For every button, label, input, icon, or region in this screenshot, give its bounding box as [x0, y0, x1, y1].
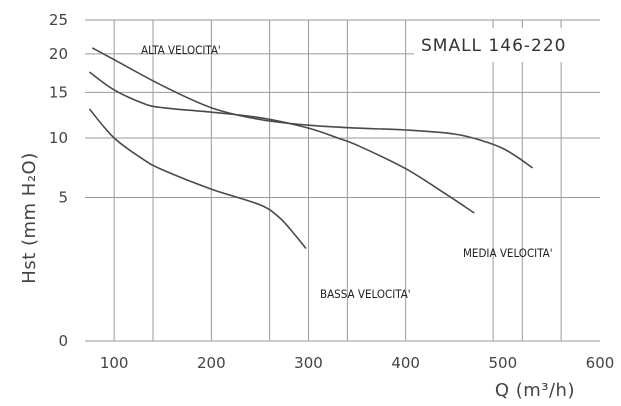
grid	[85, 19, 600, 342]
x-tick-label: 500	[489, 354, 518, 372]
y-tick-label: 25	[49, 11, 68, 29]
y-axis-title: Hst (mm H₂O)	[19, 152, 40, 283]
curve-label-bassa: BASSA VELOCITA'	[320, 287, 411, 301]
y-axis-ticks: 0 5 10 15 20 25	[49, 11, 68, 350]
curve-media-velocita	[89, 71, 475, 214]
y-tick-label: 10	[49, 129, 68, 147]
x-tick-label: 600	[586, 354, 615, 372]
y-tick-label: 15	[49, 83, 68, 101]
curve-bassa-velocita	[89, 108, 307, 249]
x-tick-label: 100	[100, 354, 129, 372]
x-tick-label: 400	[391, 354, 420, 372]
curve-labels: ALTA VELOCITA' MEDIA VELOCITA' BASSA VELOC…	[141, 43, 553, 301]
model-label: SMALL 146-220	[421, 36, 566, 56]
y-tick-label: 5	[58, 188, 68, 206]
x-axis-title: Q (m³/h)	[495, 380, 575, 401]
x-axis-ticks: 100 200 300 400 500 600	[100, 354, 614, 372]
x-tick-label: 200	[197, 354, 226, 372]
x-tick-label: 300	[294, 354, 323, 372]
y-tick-label: 0	[58, 332, 68, 350]
curve-label-alta: ALTA VELOCITA'	[141, 43, 221, 57]
curves	[89, 47, 533, 249]
curve-alta-velocita	[92, 47, 533, 169]
y-tick-label: 20	[49, 45, 68, 63]
model-label-box	[414, 28, 606, 62]
curve-label-media: MEDIA VELOCITA'	[463, 246, 553, 260]
